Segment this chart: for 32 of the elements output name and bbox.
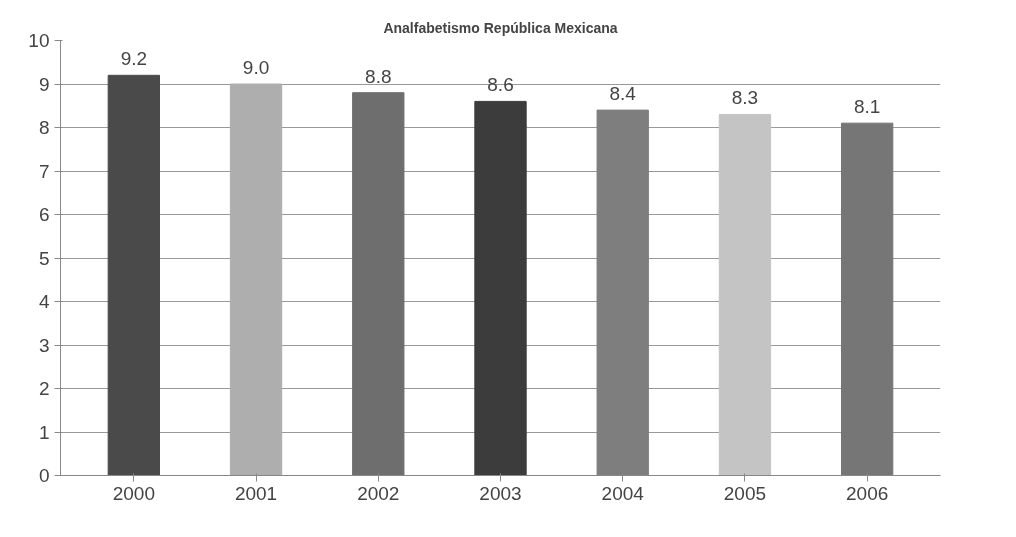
data-label: 8.3 [731,87,759,109]
y-tick-label: 8 [38,117,50,138]
x-tick-label: 2005 [723,482,767,504]
data-label: 9.2 [120,48,148,70]
y-tick-label: 0 [38,465,50,486]
y-tick-label: 6 [38,204,50,225]
x-tick-label: 2004 [601,482,645,504]
data-label: 8.8 [365,65,392,87]
data-label: 9.0 [242,57,270,78]
bar [107,74,160,476]
x-tick-label: 2001 [234,482,278,504]
bar [841,122,894,476]
bar [474,100,527,476]
y-tick-label: 4 [38,291,50,312]
x-tick-label: 2003 [479,482,522,504]
x-tick-label: 2002 [357,482,400,504]
x-tick-label: 2000 [112,482,155,504]
bar [718,113,772,476]
bar [352,92,405,476]
data-label: 8.4 [609,83,637,105]
x-tick-label: 2006 [846,482,889,504]
y-tick-label: 1 [38,421,50,443]
chart-title: Analfabetismo República Mexicana [383,19,618,36]
y-tick-label: 2 [38,378,50,399]
data-label: 8.6 [487,74,514,96]
y-tick-label: 10 [28,30,50,51]
y-tick-label: 9 [38,73,50,95]
bar [229,83,283,476]
y-tick-label: 3 [38,334,50,356]
data-label: 8.1 [853,96,881,118]
y-tick-label: 7 [38,160,50,182]
y-tick-label: 5 [38,247,50,269]
